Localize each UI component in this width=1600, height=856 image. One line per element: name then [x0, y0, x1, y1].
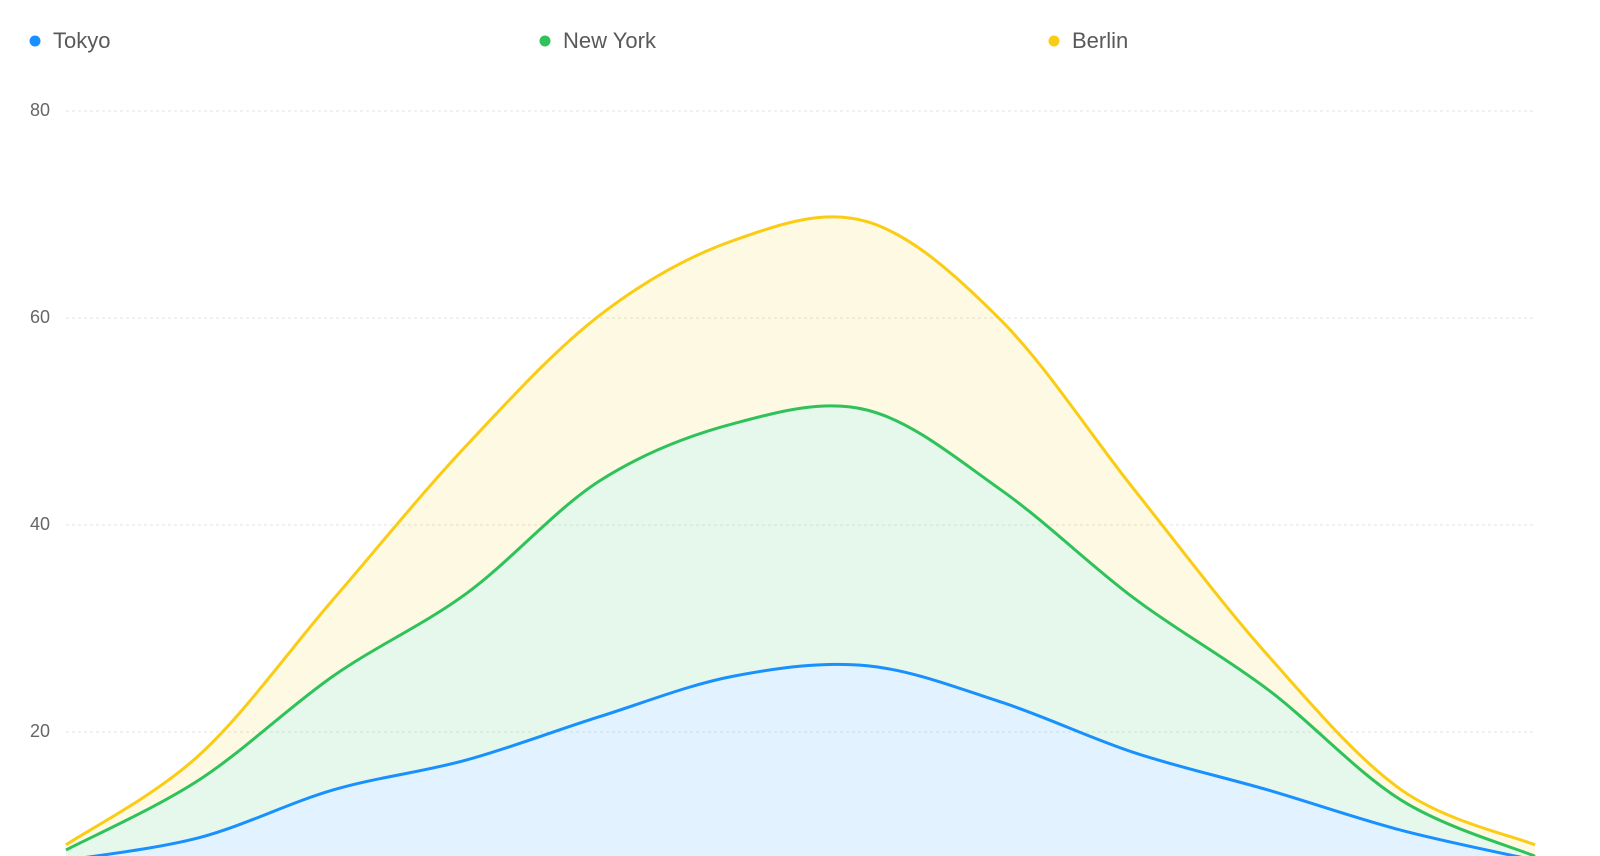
y-tick-label: 80	[30, 100, 50, 120]
legend-label: New York	[563, 28, 657, 53]
legend-label: Berlin	[1072, 28, 1128, 53]
line	[65, 404, 1536, 856]
area	[66, 405, 1535, 856]
legend-marker	[1048, 35, 1060, 47]
area	[66, 216, 1535, 856]
y-tick-label: 40	[30, 514, 50, 534]
y-tick-label: 60	[30, 307, 50, 327]
legend-marker	[29, 35, 41, 47]
line	[65, 215, 1536, 847]
area	[95, 664, 1515, 856]
y-tick-label: 20	[30, 721, 50, 741]
legend-label: Tokyo	[53, 28, 110, 53]
line	[85, 662, 1523, 856]
legend-marker	[539, 35, 551, 47]
